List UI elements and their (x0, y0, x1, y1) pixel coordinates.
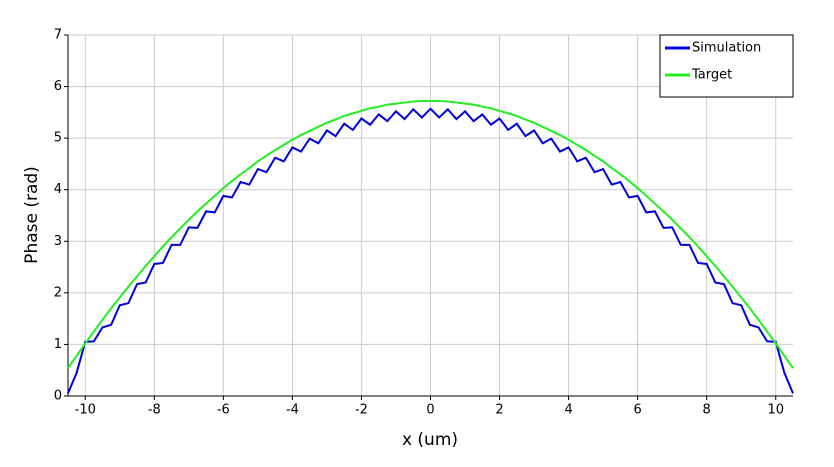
y-tick-label: 4 (54, 182, 62, 197)
legend-label: Target (691, 68, 732, 83)
x-tick-label: -10 (75, 403, 96, 418)
y-tick-label: 7 (54, 28, 62, 43)
data-line (67, 100, 794, 369)
x-tick-label: 8 (703, 403, 711, 418)
data-line (67, 107, 794, 394)
x-tick-label: -2 (355, 403, 368, 418)
x-axis-label: x (um) (402, 430, 458, 450)
y-tick-label: 6 (54, 79, 62, 94)
y-tick-label: 2 (54, 285, 62, 300)
legend-box (659, 34, 794, 98)
x-tick-label: -4 (286, 403, 299, 418)
x-tick-label: 0 (426, 403, 434, 418)
x-tick-label: 10 (767, 403, 784, 418)
y-tick-label: 5 (54, 131, 62, 146)
y-tick-label: 1 (54, 337, 62, 352)
y-tick-label: 0 (54, 389, 62, 404)
y-axis-label: Phase (rad) (22, 166, 42, 264)
y-tick-label: 3 (54, 234, 62, 249)
x-tick-label: -6 (217, 403, 230, 418)
x-tick-label: 2 (495, 403, 503, 418)
x-tick-label: -8 (148, 403, 161, 418)
legend-label: Simulation (692, 41, 761, 56)
x-tick-label: 4 (564, 403, 572, 418)
x-tick-label: 6 (634, 403, 642, 418)
